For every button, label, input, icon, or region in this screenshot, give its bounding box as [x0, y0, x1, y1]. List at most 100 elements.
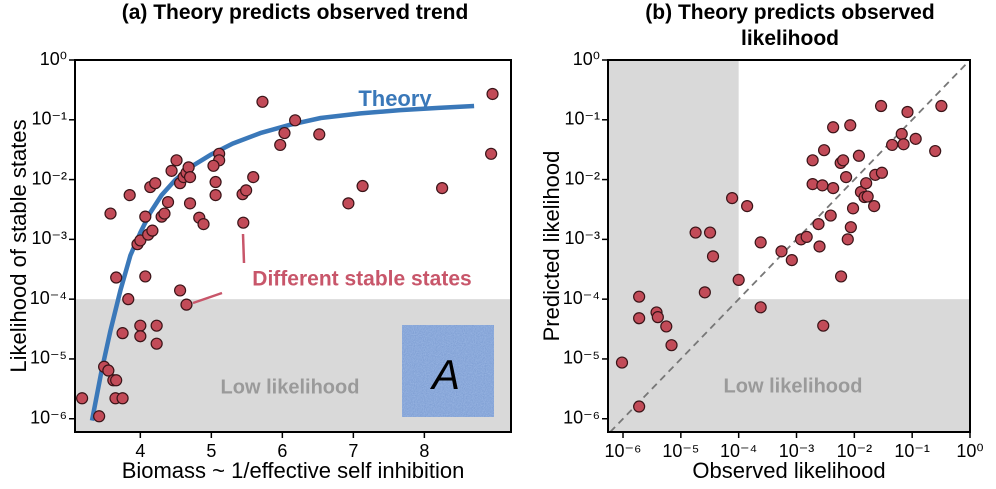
annotation: Different stable states: [252, 268, 471, 291]
data-point: [247, 171, 260, 184]
data-point: [852, 149, 866, 162]
x-axis-label: Biomass ~ 1/effective self inhibition: [122, 458, 465, 483]
data-point: [935, 99, 948, 113]
diagonal: [609, 60, 970, 432]
data-point: [289, 114, 302, 127]
data-point: [139, 270, 152, 283]
data-point: [197, 218, 210, 231]
data-point: [139, 210, 152, 223]
data-point: [817, 319, 830, 332]
y-axis-label: Likelihood of stable states: [6, 119, 31, 372]
data-point: [278, 126, 291, 140]
x-axis-label: Observed likelihood: [692, 458, 885, 483]
data-point: [813, 240, 826, 253]
data-point: [209, 189, 222, 202]
data-point: [806, 154, 819, 167]
data-point: [633, 400, 646, 413]
data-point: [486, 87, 499, 101]
annotation-pointer: [241, 233, 246, 264]
y-tick-label: 10⁻²: [564, 168, 600, 188]
data-point: [342, 197, 355, 210]
data-point: [149, 177, 162, 190]
data-point: [76, 392, 89, 405]
data-point: [706, 250, 720, 263]
data-point: [93, 410, 106, 423]
y-tick-label: 10⁻¹: [31, 109, 67, 129]
x-tick-label: 7: [348, 441, 358, 461]
plot-frame: [74, 59, 512, 433]
data-point: [116, 327, 129, 340]
inset-label: A: [429, 351, 460, 398]
y-tick-label: 10⁻⁵: [563, 348, 600, 368]
data-point: [741, 200, 754, 213]
data-point: [827, 121, 840, 134]
data-point: [356, 179, 369, 193]
data-point: [116, 392, 129, 405]
x-tick-label: 5: [206, 441, 216, 461]
plot-area: [75, 87, 511, 432]
data-point: [122, 293, 135, 306]
data-point: [615, 356, 629, 369]
x-tick-label: 10⁻²: [837, 441, 873, 461]
data-point: [110, 271, 123, 284]
x-tick-label: 10⁻⁶: [605, 441, 642, 461]
y-axis-label: Predicted likelihood: [539, 151, 564, 342]
data-point: [846, 202, 860, 215]
data-point: [754, 301, 767, 314]
data-point: [860, 177, 873, 190]
y-tick-label: 10⁰: [40, 49, 67, 69]
data-point: [274, 138, 287, 152]
annotation-pointer: [192, 291, 223, 305]
y-tick-label: 10⁻³: [564, 228, 600, 248]
y-tick-label: 10⁻⁴: [563, 288, 600, 308]
x-tick-label: 10⁰: [956, 441, 983, 461]
data-point: [775, 245, 788, 258]
data-point: [875, 166, 889, 179]
data-point: [732, 273, 745, 286]
data-point: [313, 128, 326, 141]
y-tick-label: 10⁻⁶: [563, 407, 600, 427]
y-tick-label: 10⁰: [573, 49, 600, 69]
x-tick-label: 10⁻⁵: [662, 441, 699, 461]
data-point: [844, 119, 857, 132]
panel-title: (b) Theory predicts observed likelihood: [645, 1, 935, 50]
data-point: [173, 284, 187, 297]
data-point: [837, 154, 850, 167]
data-point: [886, 138, 899, 152]
x-tick-label: 6: [277, 441, 287, 461]
data-point: [703, 226, 717, 239]
data-point: [436, 182, 449, 195]
data-point: [754, 236, 767, 249]
data-point: [909, 132, 922, 145]
data-point: [102, 364, 115, 377]
data-point: [816, 179, 829, 192]
data-point: [146, 224, 159, 237]
data-point: [256, 95, 269, 108]
data-point: [929, 144, 942, 158]
data-point: [824, 209, 837, 222]
data-point: [180, 298, 193, 311]
data-point: [834, 270, 848, 283]
data-point: [237, 216, 250, 229]
x-tick-label: 8: [419, 441, 429, 461]
x-tick-label: 10⁻⁴: [720, 441, 757, 461]
data-point: [165, 164, 178, 177]
x-tick-label: 10⁻¹: [894, 441, 930, 461]
data-point: [665, 339, 678, 352]
data-point: [901, 105, 914, 119]
data-point: [633, 290, 646, 303]
y-tick-label: 10⁻⁴: [30, 288, 67, 308]
data-point: [240, 184, 253, 197]
plot-area: [608, 60, 970, 432]
data-point: [651, 311, 664, 324]
data-point: [207, 159, 220, 172]
data-point: [104, 207, 117, 220]
data-point: [839, 171, 853, 184]
y-tick-label: 10⁻¹: [564, 109, 600, 129]
data-point: [183, 171, 197, 184]
data-point: [209, 175, 222, 189]
data-point: [689, 226, 702, 239]
data-point: [698, 286, 711, 299]
data-point: [817, 144, 831, 157]
